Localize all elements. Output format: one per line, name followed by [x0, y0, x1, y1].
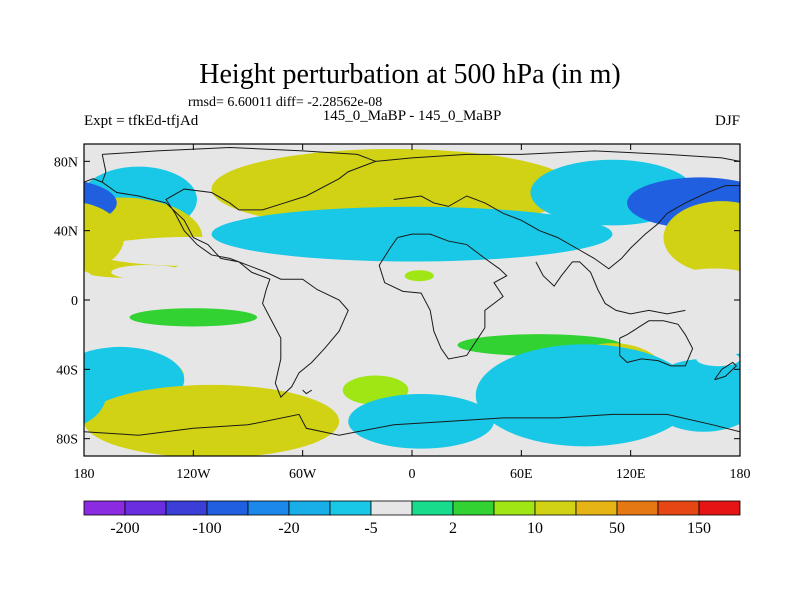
colorbar-label: 150 [687, 520, 711, 537]
coastline-5 [619, 320, 694, 367]
field-cell-27 [475, 344, 695, 447]
field-cell-17 [238, 319, 440, 357]
colorbar-label: 10 [527, 520, 543, 537]
field-cell-19 [730, 364, 740, 389]
field-cell-29 [84, 366, 106, 424]
colorbar-swatch [83, 500, 126, 516]
field-cell-14 [84, 271, 92, 281]
x-tick-label: 120E [616, 467, 646, 482]
field-cell-22 [84, 384, 340, 456]
coastline-layer [84, 146, 740, 436]
coastline-7 [84, 413, 740, 436]
field-cell-0 [736, 186, 740, 206]
colorbar-label: -100 [192, 520, 221, 537]
field-cell-22 [740, 385, 800, 458]
x-tick-label: 180 [730, 467, 751, 482]
field-cell-4 [111, 264, 185, 280]
colorbar-swatch [534, 500, 577, 516]
colorbar-swatch [165, 500, 208, 516]
field-cell-13 [663, 201, 740, 275]
colorbar-swatch [657, 500, 700, 516]
colorbar-label: -5 [364, 520, 377, 537]
colorbar-label: 50 [609, 520, 625, 537]
colorbar-swatch [575, 500, 618, 516]
colorbar-swatch [124, 500, 167, 516]
colorbar-label: -200 [110, 520, 139, 537]
right-label: DJF [715, 113, 740, 129]
coastline-2 [393, 185, 740, 270]
y-tick-label: 40N [54, 225, 78, 240]
field-cell-1 [736, 188, 740, 211]
coastline-8 [84, 178, 103, 183]
axes-layer: 180 120W 60W 0 60E 120E 180 80N 40N 0 40S 80S [54, 144, 751, 482]
colorbar-swatch [329, 500, 372, 516]
field-cell-16 [129, 308, 258, 327]
field-cell-15 [404, 270, 434, 282]
coastline-3 [378, 233, 508, 360]
chart-title: Height perturbation at 500 hPa (in m) [199, 59, 620, 90]
field-cell-29 [645, 358, 740, 432]
x-tick-label: 60E [510, 467, 533, 482]
coastline-6 [714, 361, 738, 381]
y-tick-label: 0 [71, 294, 78, 309]
coastline-4 [535, 261, 686, 315]
chart-stats: rmsd= 6.60011 diff= -2.28562e-08 [188, 95, 382, 110]
center-label: 145_0_MaBP - 145_0_MaBP [323, 108, 502, 124]
colorbar-label: -20 [278, 520, 299, 537]
field-cell-30 [696, 351, 740, 367]
coastline-0 [101, 146, 377, 398]
y-tick-label: 80N [54, 155, 78, 170]
colorbar-swatch [452, 500, 495, 516]
x-tick-label: 120W [176, 467, 211, 482]
colorbar-swatch [288, 500, 331, 516]
colorbar-swatch [411, 500, 454, 516]
field-cell-13 [84, 202, 125, 273]
colorbar-label: 2 [449, 520, 457, 537]
y-tick-label: 80S [56, 433, 78, 448]
x-tick-label: 180 [74, 467, 95, 482]
y-tick-label: 40S [56, 363, 78, 378]
field-cell-14 [681, 268, 740, 284]
left-label: Expt = tfkEd-tfjAd [84, 113, 199, 129]
colorbar-swatch [698, 500, 741, 516]
colorbar-swatch [616, 500, 659, 516]
colorbar-swatch [247, 500, 290, 516]
x-tick-label: 60W [289, 467, 317, 482]
coastline-1 [375, 150, 740, 162]
field-cell-24 [348, 394, 494, 449]
colorbar: -200 -100 -20 -5 2 10 50 150 [83, 500, 741, 537]
x-tick-label: 0 [409, 467, 416, 482]
coastline-9 [302, 389, 313, 395]
colorbar-swatch [370, 500, 413, 516]
colorbar-swatch [493, 500, 536, 516]
colorbar-swatch [206, 500, 249, 516]
field-layer [84, 148, 800, 458]
